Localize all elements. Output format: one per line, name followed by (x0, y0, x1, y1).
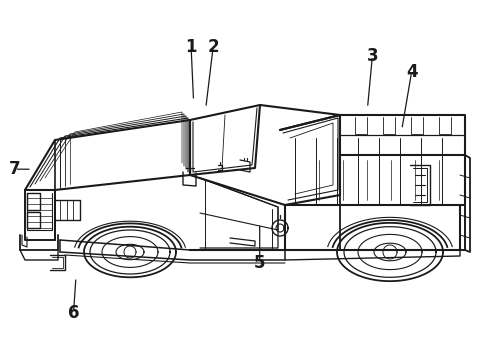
Text: 5: 5 (254, 254, 266, 272)
Text: 1: 1 (185, 38, 197, 56)
Text: 7: 7 (9, 160, 21, 178)
Text: 6: 6 (68, 304, 79, 322)
Text: 4: 4 (406, 63, 417, 81)
Text: 2: 2 (207, 38, 219, 56)
Text: 3: 3 (367, 47, 378, 65)
